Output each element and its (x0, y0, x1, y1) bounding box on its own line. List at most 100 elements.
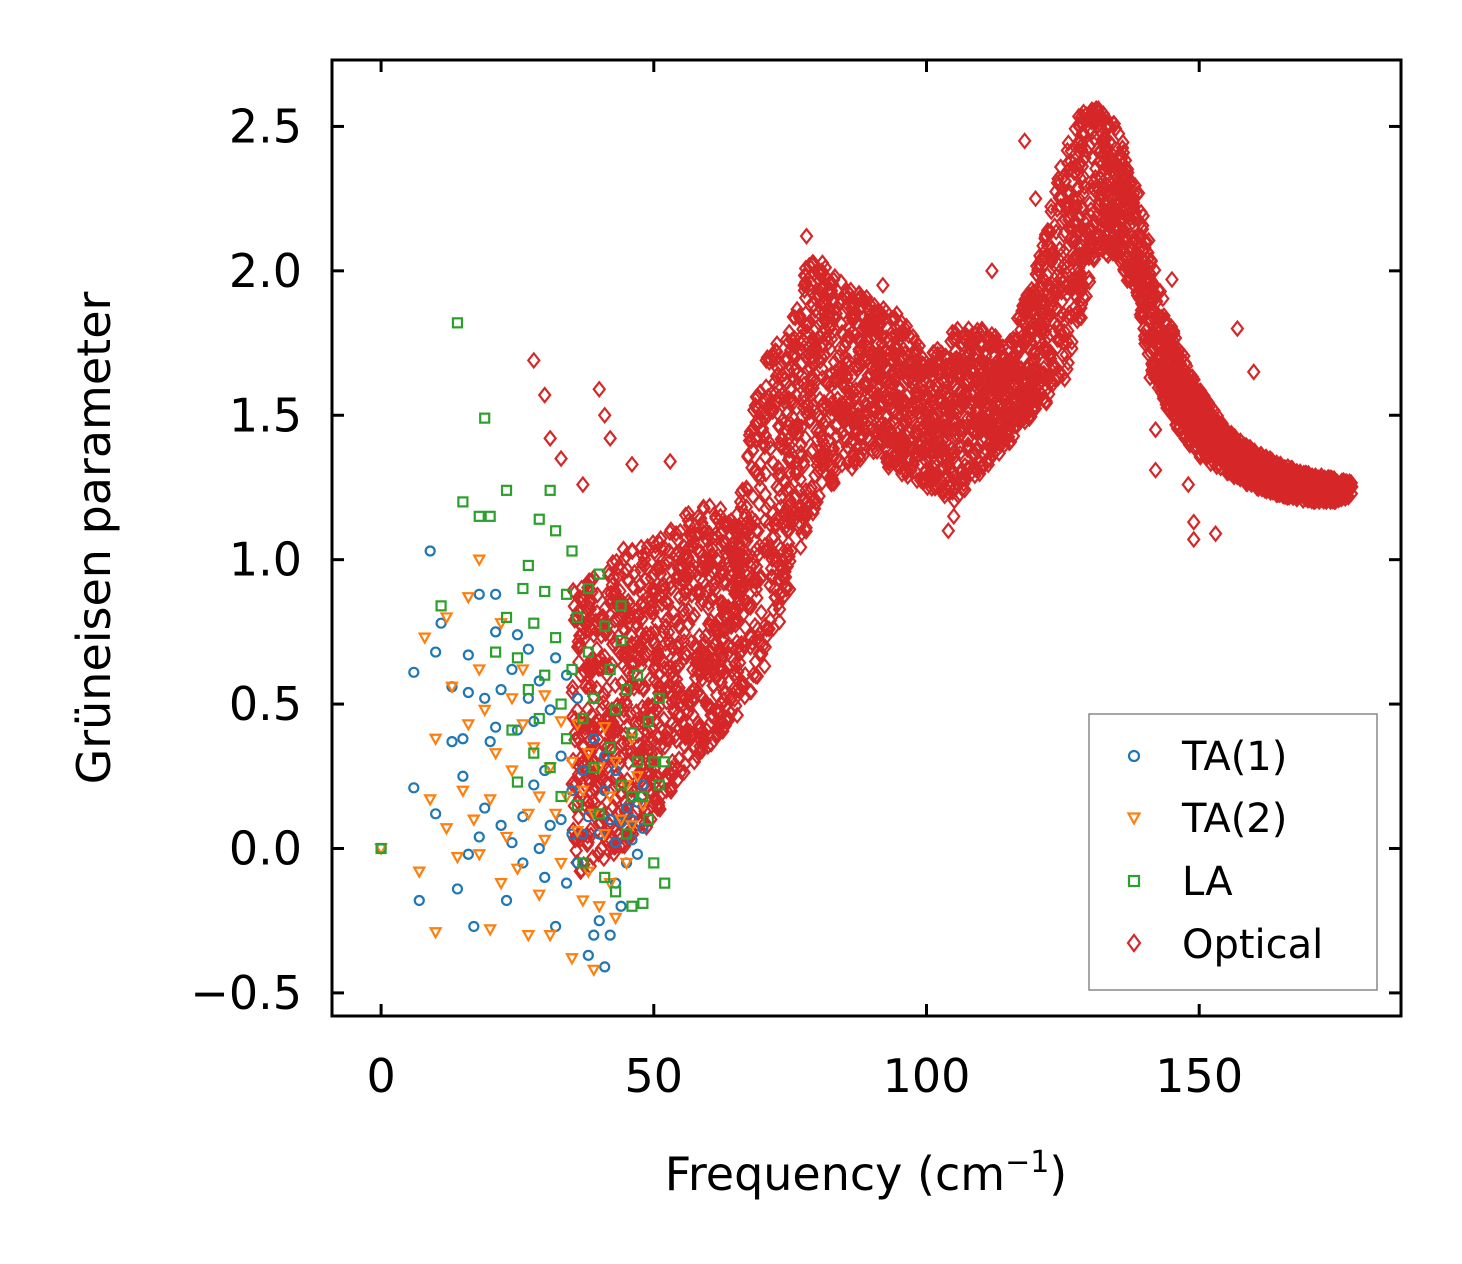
optical-point (842, 395, 856, 413)
optical-point (921, 467, 936, 486)
optical-point (769, 547, 784, 566)
optical-point (622, 825, 637, 844)
ta2-point (428, 733, 443, 746)
la-point (533, 712, 545, 725)
optical-point (603, 429, 618, 448)
optical-point (636, 680, 651, 699)
x-tick-label: 100 (883, 1049, 971, 1103)
optical-point (816, 446, 831, 464)
optical-point (602, 710, 617, 729)
optical-point (728, 655, 743, 674)
optical-point (737, 531, 752, 549)
optical-point (600, 617, 615, 635)
ta1-point (473, 588, 485, 600)
optical-point (745, 441, 760, 460)
la-point (435, 600, 447, 612)
optical-point (826, 290, 841, 309)
optical-point (805, 253, 820, 272)
optical-point (1128, 271, 1143, 290)
optical-point (950, 320, 965, 339)
optical-point (737, 687, 752, 706)
optical-point (818, 267, 833, 286)
ta1-point (446, 736, 458, 748)
optical-point (623, 704, 638, 723)
optical-point (825, 469, 840, 488)
la-point (577, 712, 589, 725)
optical-point (811, 264, 826, 283)
la-point (555, 790, 567, 803)
optical-point (834, 273, 848, 291)
optical-point (951, 367, 966, 385)
ta1-point (566, 785, 578, 797)
la-point (522, 684, 534, 696)
optical-point (568, 724, 583, 742)
optical-point (1158, 311, 1173, 330)
optical-point (651, 648, 665, 667)
ta2-point (537, 834, 552, 848)
optical-point (668, 727, 682, 745)
la-point (473, 510, 485, 522)
optical-point (875, 371, 890, 390)
optical-point (650, 613, 665, 632)
optical-point (880, 371, 895, 390)
optical-point (1209, 457, 1224, 476)
optical-point (875, 414, 890, 433)
optical-point (622, 607, 637, 626)
optical-point (781, 534, 796, 553)
optical-point (662, 542, 677, 560)
ta1-point (479, 692, 491, 704)
ta2-point (576, 895, 590, 908)
optical-point (744, 682, 758, 701)
optical-point (757, 536, 772, 555)
la-point (593, 568, 605, 580)
optical-point (931, 442, 946, 460)
optical-point (584, 583, 599, 601)
optical-point (1077, 247, 1092, 266)
ta2-point (565, 953, 579, 966)
optical-point (1225, 427, 1240, 446)
optical-point (901, 365, 916, 383)
optical-point (1160, 399, 1175, 418)
optical-point (633, 625, 648, 643)
optical-point (922, 436, 936, 455)
la-point (484, 510, 496, 522)
ta1-point (588, 733, 600, 745)
la-point (653, 692, 665, 704)
optical-point (1056, 225, 1071, 244)
y-axis: −0.50.00.51.01.52.02.5 (190, 99, 1401, 1020)
optical-point (758, 465, 773, 483)
ta1-point (582, 949, 594, 961)
optical-point (881, 441, 896, 460)
optical-point (1143, 264, 1158, 283)
optical-point (566, 773, 581, 792)
optical-point (705, 528, 719, 547)
optical-point (608, 719, 623, 738)
x-axis-title-end: ) (1049, 1147, 1067, 1201)
optical-point (1135, 283, 1150, 301)
optical-point (773, 435, 788, 454)
optical-point (1202, 435, 1217, 454)
la-point (539, 585, 551, 598)
optical-point (707, 635, 721, 654)
ta1-point (533, 842, 545, 855)
optical-point (1063, 160, 1078, 178)
optical-point (794, 524, 809, 543)
optical-point (948, 324, 963, 343)
optical-point (609, 727, 624, 746)
optical-point (1094, 169, 1108, 188)
la-point (588, 692, 600, 704)
la-point (566, 663, 578, 676)
optical-point (1001, 371, 1016, 389)
optical-point (581, 769, 595, 788)
ta1-point (555, 814, 567, 826)
ta1-point (490, 588, 502, 600)
optical-point (730, 706, 745, 725)
ta2-point (532, 889, 547, 902)
optical-point (746, 401, 761, 419)
optical-point (759, 627, 774, 646)
optical-point (866, 442, 881, 461)
optical-point (705, 540, 720, 558)
la-point (528, 617, 540, 629)
ta1-point (462, 649, 474, 661)
optical-point (604, 701, 619, 719)
